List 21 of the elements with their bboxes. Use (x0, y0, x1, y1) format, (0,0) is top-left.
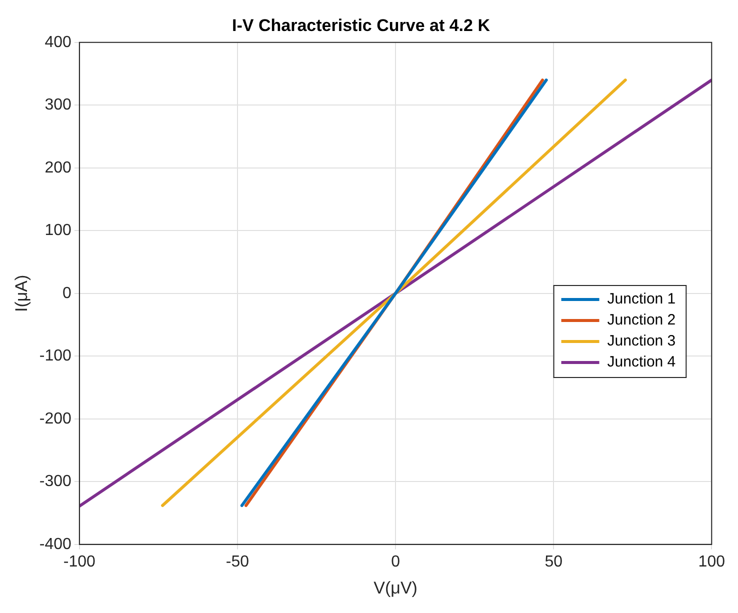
y-tick-label: -300 (39, 473, 72, 490)
x-tick-label: 100 (698, 553, 726, 570)
y-tick-label: -200 (39, 410, 72, 428)
y-tick-label: -100 (39, 348, 72, 365)
legend-label: Junction 1 (607, 290, 676, 308)
y-tick-label: 400 (44, 34, 72, 51)
y-axis-title: I(μA) (12, 274, 31, 312)
x-tick-label: 0 (391, 553, 400, 570)
y-tick-label: 0 (62, 284, 72, 302)
legend-label: Junction 2 (607, 312, 676, 329)
x-tick-label: 50 (544, 553, 563, 570)
y-tick-label: -400 (39, 536, 72, 553)
x-tick-label: -50 (226, 553, 250, 570)
legend-label: Junction 4 (607, 354, 676, 371)
legend-label: Junction 3 (607, 332, 676, 350)
y-tick-label: 300 (44, 96, 72, 114)
chart-title: I-V Characteristic Curve at 4.2 K (232, 16, 491, 35)
x-tick-label: -100 (63, 553, 96, 570)
x-axis-title: V(μV) (374, 578, 418, 598)
y-tick-label: 100 (44, 222, 72, 240)
y-tick-label: 200 (44, 159, 72, 176)
